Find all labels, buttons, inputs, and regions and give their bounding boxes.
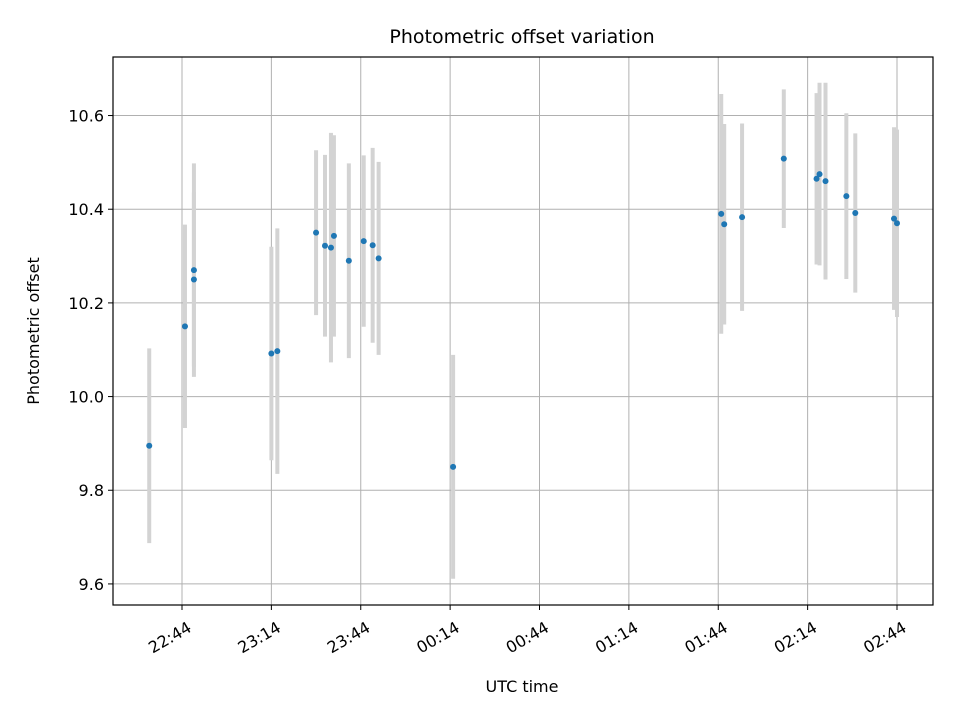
y-axis: 9.6 9.8 10.0 10.2 10.4 10.6 — [68, 107, 113, 594]
x-axis-label: UTC time — [486, 677, 559, 696]
data-point — [375, 255, 382, 262]
data-point — [190, 276, 197, 283]
data-points — [146, 155, 900, 470]
data-point — [369, 242, 376, 249]
y-tick-label: 10.2 — [68, 294, 104, 313]
y-tick-label: 10.0 — [68, 388, 104, 407]
y-tick-label: 10.6 — [68, 107, 104, 126]
data-point — [345, 257, 352, 264]
y-axis-label: Photometric offset — [24, 257, 43, 405]
data-point — [739, 214, 746, 221]
data-point — [780, 155, 787, 162]
y-tick-label: 9.6 — [79, 575, 104, 594]
plot-frame — [112, 56, 934, 606]
y-tick-label: 9.8 — [79, 481, 104, 500]
data-point — [313, 229, 320, 236]
data-point — [360, 238, 367, 245]
data-point — [181, 323, 188, 330]
data-point — [322, 242, 328, 249]
data-point — [268, 350, 275, 357]
data-point — [190, 267, 197, 274]
data-point — [721, 221, 728, 228]
data-point — [274, 348, 281, 355]
data-point — [450, 463, 457, 470]
data-point — [813, 175, 820, 182]
chart-title: Photometric offset variation — [389, 26, 654, 48]
data-point — [718, 210, 725, 217]
data-point — [843, 193, 850, 200]
data-point — [327, 244, 334, 251]
data-point — [852, 209, 859, 216]
data-point — [330, 232, 337, 239]
data-point — [891, 215, 898, 222]
data-point — [816, 171, 823, 178]
data-point — [822, 178, 829, 185]
data-point — [146, 442, 153, 449]
y-tick-label: 10.4 — [68, 200, 104, 219]
data-point — [894, 220, 900, 227]
